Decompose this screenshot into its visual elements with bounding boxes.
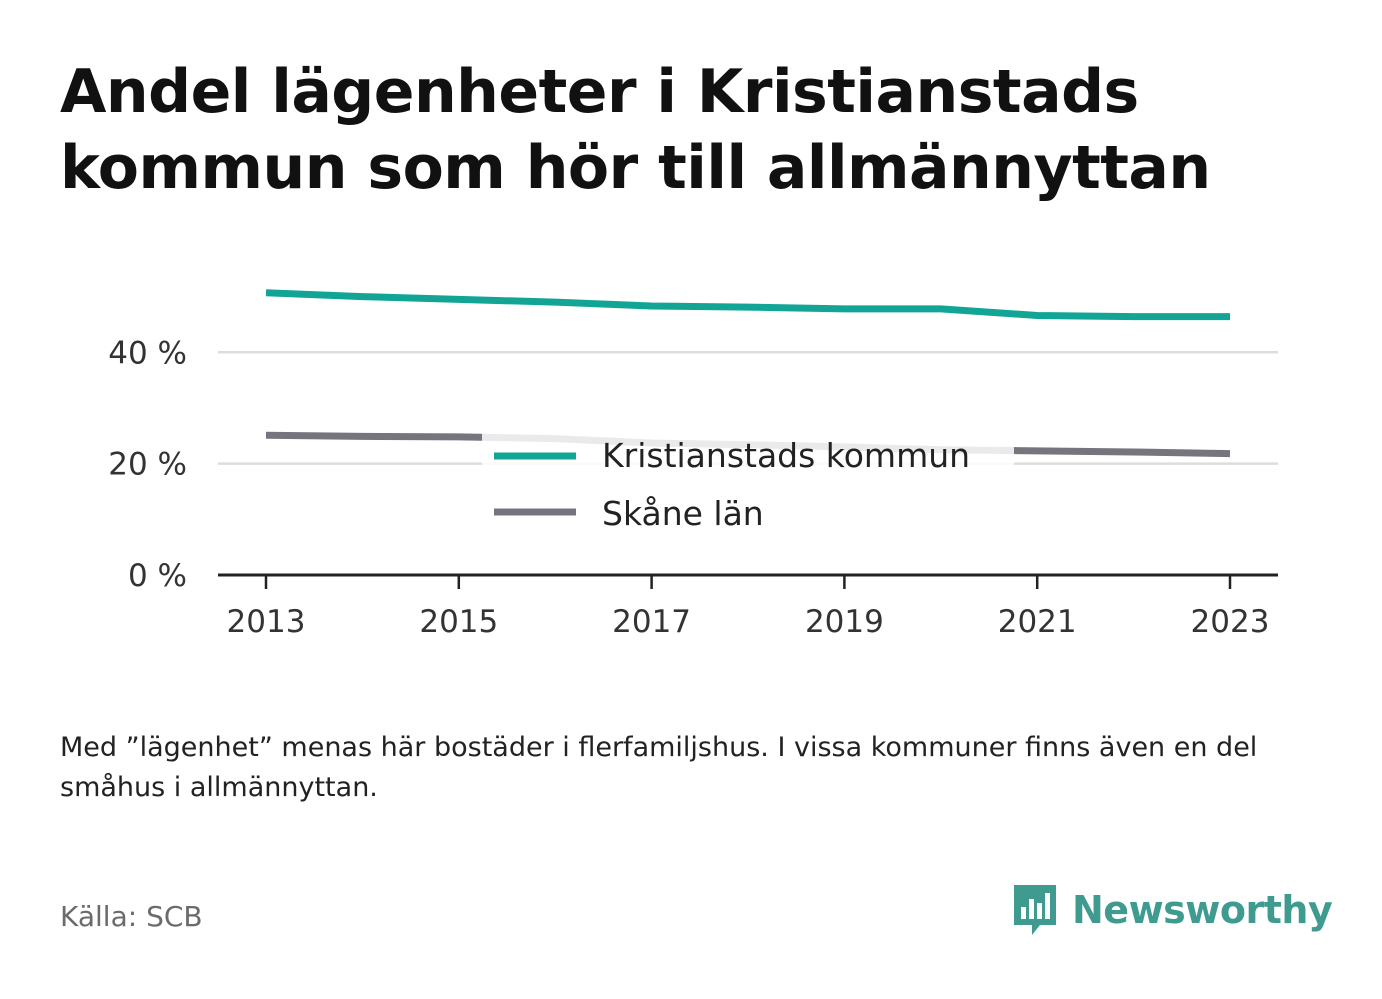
x-tick-label: 2021 — [998, 604, 1077, 640]
brand-name: Newsworthy — [1072, 888, 1333, 932]
legend-label-kristianstads: Kristianstads kommun — [602, 436, 970, 475]
newsworthy-brand: Newsworthy — [1010, 880, 1333, 940]
series-line-kristianstads — [265, 289, 1230, 321]
y-tick-label: 40 % — [108, 335, 187, 371]
y-tick-label: 20 % — [108, 447, 187, 483]
x-tick-label: 2023 — [1191, 604, 1270, 640]
x-tick-label: 2019 — [805, 604, 884, 640]
chart-title: Andel lägenheter i Kristianstads kommun … — [60, 57, 1211, 203]
legend-label-skane: Skåne län — [602, 494, 764, 533]
newsworthy-logo-icon — [1014, 885, 1056, 935]
y-tick-label: 0 % — [128, 558, 187, 594]
legend: Kristianstads kommun Skåne län — [482, 425, 1014, 543]
source-credit: Källa: SCB — [60, 900, 203, 933]
x-tick-label: 2017 — [612, 604, 691, 640]
x-tick-label: 2015 — [419, 604, 498, 640]
x-tick-label: 2013 — [227, 604, 306, 640]
axes: 0 % 20 % 40 % 2013 2015 2017 2019 2021 2023 — [108, 335, 1278, 640]
chart-footnote: Med ”lägenhet” menas här bostäder i fler… — [60, 732, 1258, 803]
legend-background — [482, 425, 1014, 543]
